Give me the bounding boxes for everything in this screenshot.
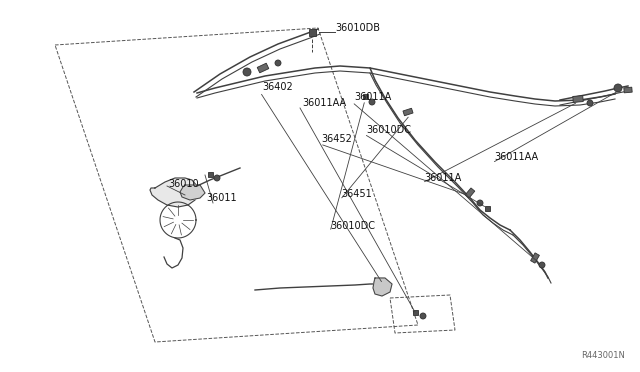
Bar <box>308 29 316 35</box>
Circle shape <box>214 175 220 181</box>
Text: 36011AA: 36011AA <box>494 152 538 162</box>
Bar <box>484 205 490 211</box>
Text: R443001N: R443001N <box>581 351 625 360</box>
Text: 36011: 36011 <box>206 193 237 203</box>
Text: 36011AA: 36011AA <box>302 98 346 108</box>
Circle shape <box>614 84 622 92</box>
Text: 36011A: 36011A <box>354 92 391 102</box>
Circle shape <box>477 200 483 206</box>
Circle shape <box>275 60 281 66</box>
Polygon shape <box>373 278 392 296</box>
Bar <box>207 171 212 176</box>
Polygon shape <box>624 87 632 93</box>
Circle shape <box>539 262 545 268</box>
Bar <box>362 93 367 99</box>
Text: 36010DB: 36010DB <box>335 23 380 33</box>
Circle shape <box>420 313 426 319</box>
Text: 36452: 36452 <box>321 134 352 144</box>
Text: 36010DC: 36010DC <box>366 125 411 135</box>
Polygon shape <box>180 185 205 200</box>
Text: 36010DC: 36010DC <box>330 221 375 231</box>
Text: 36402: 36402 <box>262 82 292 92</box>
Bar <box>413 310 417 314</box>
Polygon shape <box>465 188 475 198</box>
Polygon shape <box>257 63 269 73</box>
Polygon shape <box>403 108 413 116</box>
Text: 36011A: 36011A <box>424 173 461 183</box>
Polygon shape <box>150 178 198 207</box>
Text: 36010: 36010 <box>168 179 198 189</box>
Polygon shape <box>573 96 583 102</box>
Circle shape <box>587 100 593 106</box>
Circle shape <box>369 99 375 105</box>
Circle shape <box>243 68 251 76</box>
Text: 36451: 36451 <box>341 189 372 199</box>
Polygon shape <box>531 253 540 263</box>
